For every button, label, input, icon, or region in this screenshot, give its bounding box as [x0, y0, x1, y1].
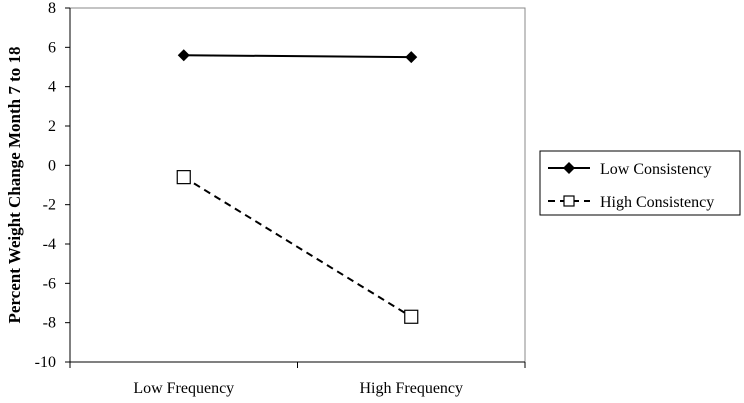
- series-line-low-consistency: [183, 54, 412, 59]
- data-point-low-consistency: [405, 51, 418, 64]
- y-tick-label: -2: [43, 197, 56, 214]
- legend-label-high-consistency: High Consistency: [600, 194, 714, 211]
- legend-label-low-consistency: Low Consistency: [600, 161, 712, 178]
- y-tick-label: -8: [43, 315, 56, 332]
- legend-marker-low-consistency: [563, 162, 575, 174]
- y-axis: -10 -8 -6 -4 -2 0 2 4 6 8: [35, 0, 71, 371]
- y-tick-label: 2: [48, 118, 56, 135]
- y-tick-label: -6: [43, 275, 56, 292]
- data-point-high-consistency: [404, 309, 419, 324]
- x-tick-label: Low Frequency: [133, 380, 234, 397]
- y-tick-label: -10: [35, 354, 56, 371]
- plot-area: [69, 7, 526, 363]
- legend-marker-high-consistency: [563, 195, 575, 207]
- series-line-high-consistency: [183, 176, 412, 318]
- series-layer: [176, 49, 419, 324]
- y-tick-label: 8: [48, 0, 56, 17]
- data-point-high-consistency: [176, 170, 191, 185]
- y-tick-label: 0: [48, 157, 56, 174]
- legend: Low Consistency High Consistency: [539, 150, 741, 216]
- x-tick-label: High Frequency: [359, 380, 463, 397]
- y-tick-label: 6: [48, 39, 56, 56]
- data-point-low-consistency: [177, 49, 190, 62]
- y-tick-label: -4: [43, 236, 56, 253]
- x-axis: Low Frequency High Frequency: [69, 361, 526, 397]
- y-tick-label: 4: [48, 79, 56, 96]
- y-axis-title: Percent Weight Change Month 7 to 18: [5, 46, 24, 323]
